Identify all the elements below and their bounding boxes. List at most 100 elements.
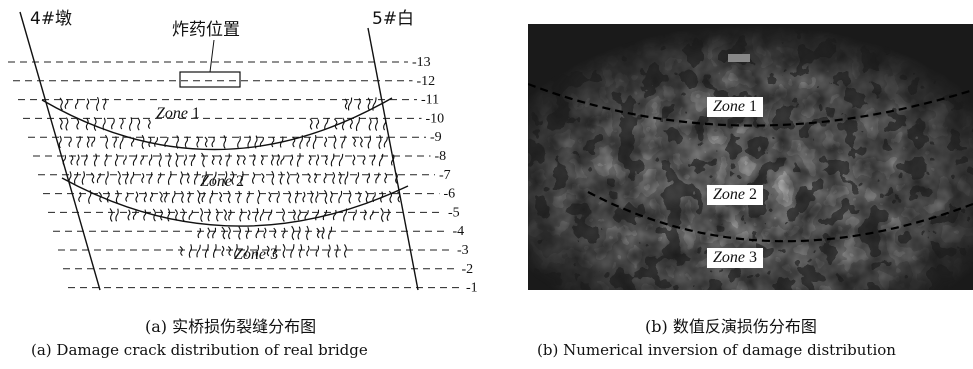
crack-mark — [154, 137, 159, 147]
crack-mark — [384, 172, 388, 184]
crack-mark — [201, 152, 205, 168]
level-label: -7 — [439, 168, 451, 183]
crack-mark — [290, 244, 295, 259]
crack-mark — [276, 190, 280, 204]
crack-mark — [207, 208, 211, 222]
crack-mark — [212, 227, 217, 239]
crack-mark — [164, 191, 168, 203]
crack-mark — [188, 244, 193, 258]
crack-mark — [252, 153, 256, 167]
crack-mark — [196, 244, 201, 258]
crack-mark — [329, 190, 333, 204]
crack-distribution-sketch: -13 -12 -11 -10 -9 -8 -7 -6 -5 -4 -3 -2 -1 4#墩 5#白 炸… — [8, 9, 478, 296]
damage-contour-image — [528, 24, 973, 290]
crack-mark — [383, 117, 387, 131]
crack-mark — [349, 118, 353, 130]
crack-mark — [221, 245, 225, 257]
crack-mark — [315, 191, 319, 203]
crack-mark — [324, 154, 328, 166]
crack-mark — [397, 191, 401, 203]
pier-left-label: 4#墩 — [30, 9, 72, 29]
crack-mark — [280, 155, 285, 165]
crack-mark — [212, 171, 217, 185]
crack-mark — [76, 118, 80, 130]
crack-mark — [86, 98, 90, 110]
crack-mark — [388, 190, 393, 204]
crack-mark — [59, 118, 63, 130]
crack-mark — [302, 191, 306, 203]
crack-mark — [352, 154, 356, 166]
zone1-label-a: Zone 1 — [156, 105, 200, 122]
crack-mark — [367, 97, 371, 111]
crack-mark — [137, 117, 141, 131]
crack-mark — [327, 244, 331, 258]
crack-mark — [363, 209, 367, 221]
crack-mark — [227, 246, 232, 256]
crack-mark — [65, 117, 69, 131]
crack-mark — [240, 171, 244, 185]
level-label: -2 — [462, 262, 474, 277]
crack-mark — [359, 136, 363, 148]
crack-mark — [335, 244, 339, 258]
crack-mark — [254, 135, 258, 149]
crack-mark — [328, 226, 333, 240]
crack-mark — [64, 99, 69, 110]
crack-mark — [254, 207, 259, 223]
crack-mark — [306, 137, 310, 147]
crack-mark — [308, 154, 312, 166]
crack-mark — [68, 137, 72, 148]
crack-mark — [228, 209, 232, 221]
crack-mark — [352, 209, 357, 221]
crack-mark — [245, 245, 249, 257]
crack-mark — [324, 189, 328, 205]
crack-mark — [291, 225, 295, 241]
crack-mark — [288, 190, 292, 204]
crack-mark — [84, 154, 88, 166]
crack-mark — [298, 244, 303, 259]
crack-mark — [73, 172, 79, 185]
crack-mark — [323, 172, 327, 184]
crack-mark — [271, 170, 275, 186]
crack-mark — [197, 227, 202, 239]
crack-mark — [279, 136, 284, 148]
crack-mark — [194, 171, 198, 185]
caption-b-english: (b) Numerical inversion of damage distri… — [537, 341, 896, 359]
crack-mark — [159, 191, 163, 203]
crack-mark — [252, 172, 256, 184]
crack-mark — [111, 118, 115, 130]
crack-mark — [179, 171, 183, 185]
crack-mark — [78, 191, 82, 203]
crack-mark — [181, 208, 185, 222]
crack-mark — [201, 191, 205, 203]
crack-mark — [114, 153, 118, 167]
crack-mark — [348, 190, 352, 204]
zone1-boundary-curve — [41, 97, 393, 151]
crack-mark — [296, 153, 301, 168]
crack-mark — [296, 172, 300, 184]
crack-mark — [123, 155, 127, 165]
crack-mark — [362, 155, 366, 165]
explosive-position-box — [179, 71, 241, 88]
crack-mark — [105, 171, 109, 185]
crack-mark — [140, 155, 144, 165]
crack-mark — [297, 209, 301, 221]
crack-mark — [357, 98, 361, 110]
crack-mark — [315, 154, 320, 166]
crack-mark — [315, 245, 320, 257]
zone1-label-b: Zone 1 — [707, 97, 763, 117]
crack-mark — [338, 190, 343, 204]
crack-mark — [221, 226, 226, 240]
crack-mark — [130, 137, 135, 147]
crack-mark — [223, 135, 227, 149]
crack-mark — [132, 154, 138, 166]
crack-mark — [125, 192, 129, 202]
crack-mark — [180, 190, 184, 204]
crack-mark — [200, 207, 204, 223]
crack-mark — [333, 134, 337, 150]
crack-mark — [289, 154, 294, 166]
crack-mark — [273, 227, 277, 239]
crack-mark — [204, 136, 208, 148]
crack-mark — [380, 191, 384, 203]
crack-mark — [209, 190, 214, 204]
crack-mark — [76, 154, 80, 166]
